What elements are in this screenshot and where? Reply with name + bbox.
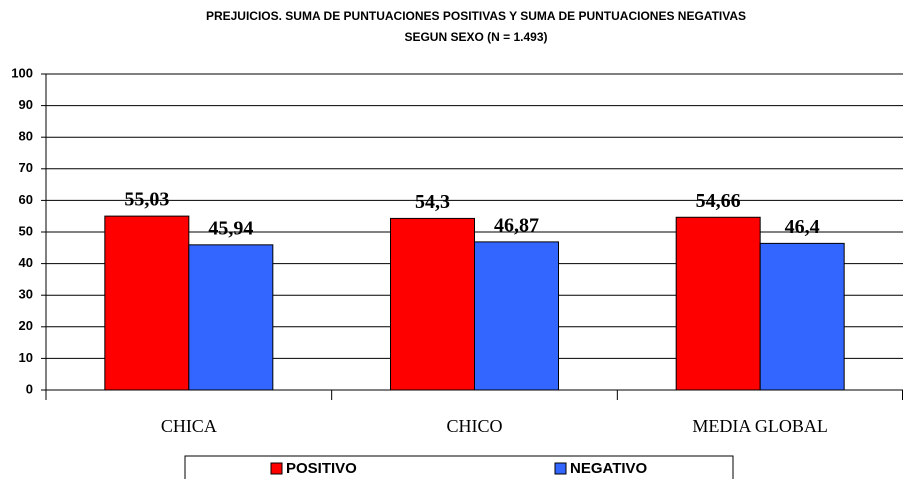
- bar: [188, 244, 274, 391]
- x-tick-label: CHICO: [446, 416, 502, 436]
- y-tick-label: 90: [19, 97, 33, 112]
- y-tick-label: 20: [19, 318, 33, 333]
- bar: [104, 215, 190, 391]
- chart-title: SEGUN SEXO (N = 1.493): [404, 30, 547, 44]
- bar: [390, 217, 475, 391]
- legend-box: [184, 455, 734, 479]
- data-label: 55,03: [124, 189, 169, 211]
- y-tick-label: 100: [11, 65, 33, 80]
- y-tick-label: 50: [19, 223, 33, 238]
- data-label: 45,94: [208, 217, 253, 239]
- data-label: 46,87: [494, 214, 539, 236]
- data-label: 46,4: [785, 216, 820, 238]
- legend-label: NEGATIVO: [570, 460, 648, 477]
- legend-swatch: [270, 462, 283, 475]
- x-tick-label: CHICA: [161, 416, 217, 436]
- y-tick-label: 40: [19, 255, 33, 270]
- data-label: 54,66: [696, 190, 741, 212]
- chart-title: PREJUICIOS. SUMA DE PUNTUACIONES POSITIV…: [206, 9, 746, 23]
- data-label: 54,3: [415, 191, 450, 213]
- y-tick-label: 60: [19, 192, 33, 207]
- bar: [474, 241, 559, 391]
- y-tick-label: 30: [19, 287, 33, 302]
- x-tick-label: MEDIA GLOBAL: [692, 416, 828, 436]
- y-tick-label: 0: [26, 381, 33, 396]
- y-tick-label: 70: [19, 160, 33, 175]
- legend-swatch: [554, 462, 567, 475]
- bar: [759, 242, 845, 391]
- legend-label: POSITIVO: [286, 460, 357, 477]
- bar: [675, 216, 761, 391]
- y-tick-label: 80: [19, 129, 33, 144]
- y-tick-label: 10: [19, 350, 33, 365]
